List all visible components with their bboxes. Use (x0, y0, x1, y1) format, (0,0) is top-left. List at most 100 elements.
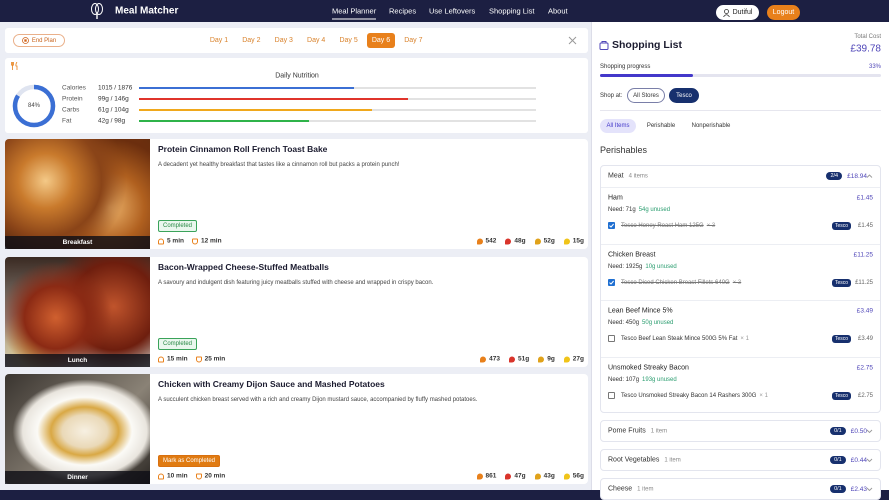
category-count: 1 item (637, 486, 654, 492)
category-count: 1 item (650, 428, 668, 434)
filter-tab[interactable]: All Items (600, 119, 636, 133)
need: Need: 450g (608, 320, 640, 326)
category-name: Meat (608, 172, 624, 180)
filter-tab[interactable]: Perishable (646, 123, 676, 129)
store-pill[interactable]: Tesco (669, 88, 699, 103)
product-price: £3.49 (857, 336, 873, 342)
macro-row: 861 47g 43g 56g (476, 472, 584, 480)
meal-title: Bacon-Wrapped Cheese-Stuffed Meatballs (158, 262, 329, 272)
day-tab[interactable]: Day 7 (404, 37, 423, 44)
protein-value: 47g (514, 472, 526, 480)
status-button[interactable]: Completed (158, 338, 198, 350)
item-divider (601, 187, 880, 188)
need-row: Need: 450g 50g unused (608, 320, 673, 326)
day-tab[interactable]: Day 3 (274, 37, 293, 44)
meal-image (5, 257, 150, 367)
check-icon (609, 280, 614, 285)
day-tab[interactable]: Day 1 (209, 37, 229, 44)
category-group (600, 420, 881, 442)
store-pill[interactable]: All Stores (627, 88, 665, 103)
nutrient-bar (139, 87, 354, 89)
meal-type-label: Breakfast (5, 236, 150, 249)
fat-icon (563, 473, 570, 479)
checkbox[interactable] (608, 391, 615, 399)
calories-icon (476, 473, 483, 479)
category-count: 1 item (664, 457, 681, 463)
nutrient-bar (139, 98, 409, 100)
category-header[interactable]: Root Vegetables 1 item (608, 457, 681, 464)
close-x (568, 36, 577, 45)
prep-time: 15 min (167, 355, 188, 363)
check (609, 223, 614, 228)
checkbox[interactable] (608, 335, 615, 342)
category-header[interactable]: Pome Fruits 1 item (608, 428, 667, 435)
item-divider (601, 356, 880, 358)
section-title: Perishables (600, 145, 648, 155)
store-badge: Tesco (831, 391, 851, 400)
status-button[interactable]: Completed (158, 220, 198, 232)
brand: Meal Matcher (115, 5, 179, 17)
calorie-donut (12, 84, 56, 128)
category-summary: 0/1 £2.43 (830, 485, 867, 493)
end-plan-label: End Plan (31, 37, 57, 44)
product-price: £2.75 (857, 392, 873, 399)
status-button[interactable]: Mark as Completed (158, 455, 221, 467)
end-plan-button[interactable]: End Plan (13, 34, 65, 47)
ring (21, 37, 29, 44)
category-header[interactable]: Cheese 1 item (608, 486, 653, 493)
chevron-line (866, 458, 873, 463)
filter-tab[interactable]: Nonperishable (691, 123, 731, 129)
nav-link[interactable]: Shopping List (489, 6, 535, 16)
store-badge: Tesco (831, 335, 851, 343)
day-tab[interactable]: Day 4 (307, 37, 326, 44)
product-name: Tesco Honey Roast Ham 125G (621, 223, 704, 229)
nav-link[interactable]: About (548, 6, 568, 16)
logout-button[interactable]: Logout (767, 5, 800, 20)
prep-time: 5 min (167, 237, 184, 245)
protein-value: 48g (514, 237, 526, 245)
chevron (866, 487, 873, 492)
protein-icon (505, 238, 512, 244)
day-tab[interactable]: Day 2 (242, 37, 261, 44)
item-name: Unsmoked Streaky Bacon (608, 364, 689, 371)
nutrient-bar (139, 120, 310, 122)
nutrient-label: Carbs (62, 106, 80, 114)
category-header[interactable]: Meat 4 items (608, 173, 648, 180)
nav-link[interactable]: Recipes (389, 6, 417, 16)
category-price: £0.50 (850, 427, 867, 435)
day-tab[interactable]: Day 5 (339, 37, 358, 44)
meal-type-label: Lunch (5, 354, 150, 367)
carbs-icon (534, 238, 541, 244)
head (723, 8, 729, 14)
nutrient-value: 1015 / 1876 (98, 84, 133, 92)
chevron-line (866, 174, 873, 178)
divider (600, 110, 881, 111)
whisk (91, 3, 99, 15)
category-count: 4 items (628, 173, 648, 179)
bag (599, 42, 609, 50)
fat-value: 27g (572, 355, 584, 363)
whisk (95, 3, 103, 15)
cook-time: 12 min (200, 237, 222, 245)
user-button[interactable]: Dutiful (716, 5, 759, 20)
day-tab[interactable]: Day 6 (367, 33, 395, 48)
need-row: Need: 71g 54g unused (608, 207, 670, 213)
category-price: £0.44 (850, 456, 867, 464)
cook-time: 25 min (204, 355, 226, 363)
checkbox[interactable] (608, 222, 615, 229)
category-price: £2.43 (850, 485, 867, 493)
need: Need: 1925g (608, 263, 643, 270)
checkbox[interactable] (608, 278, 615, 286)
nav-link[interactable]: Meal Planner (332, 7, 377, 20)
calories-value: 542 (485, 237, 497, 245)
category-name: Cheese (608, 485, 633, 493)
chevron (866, 458, 873, 463)
product-row: Tesco Diced Chicken Breast Fillets 640G ×… (621, 280, 741, 286)
carbs-icon (534, 473, 541, 479)
fat-icon (563, 356, 570, 362)
user-icon (722, 8, 730, 17)
product-name: Tesco Beef Lean Steak Mince 500G 5% Fat (621, 336, 738, 342)
donut-arc (12, 84, 56, 128)
nav-link[interactable]: Use Leftovers (429, 6, 476, 16)
fat-icon (563, 238, 570, 244)
